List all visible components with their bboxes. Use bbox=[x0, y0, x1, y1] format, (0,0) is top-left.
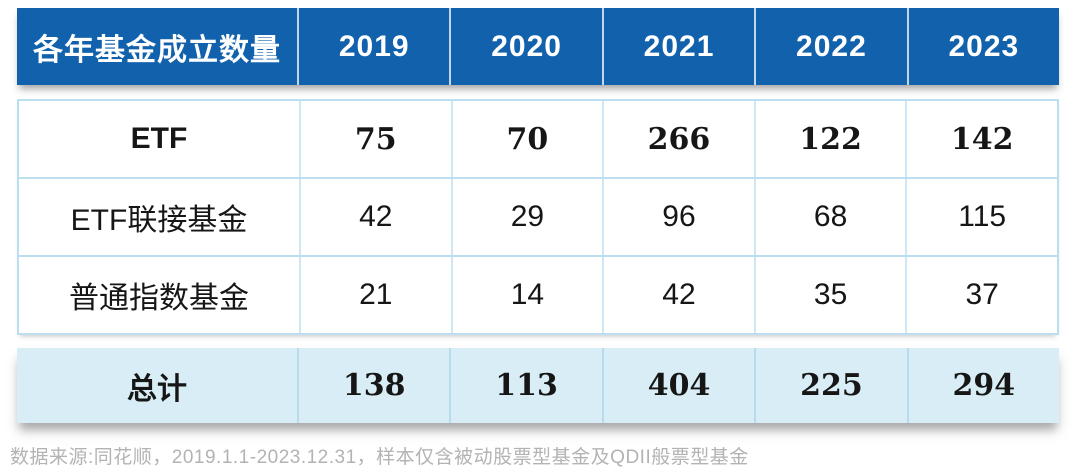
total-cell: 225 bbox=[754, 348, 906, 423]
column-header-2023: 2023 bbox=[906, 8, 1059, 85]
table-cell: 96 bbox=[602, 179, 754, 255]
table-row-ordinary-index: 普通指数基金 21 14 42 35 37 bbox=[19, 255, 1057, 333]
table-cell: 42 bbox=[602, 257, 754, 333]
table-cell: 115 bbox=[905, 179, 1057, 255]
total-cell: 138 bbox=[297, 348, 449, 423]
table-cell: 142 bbox=[905, 101, 1057, 177]
table-cell: 14 bbox=[450, 257, 603, 333]
total-label: 总计 bbox=[127, 372, 187, 406]
row-label: 普通指数基金 bbox=[69, 282, 249, 315]
total-cell: 404 bbox=[601, 348, 754, 423]
table-row-etf: ETF 75 70 266 122 142 bbox=[19, 101, 1057, 177]
table-cell: 35 bbox=[753, 257, 906, 333]
column-header-2022: 2022 bbox=[754, 8, 906, 85]
table-row-total: 总计 138 113 404 225 294 bbox=[17, 348, 1059, 423]
table-cell: 70 bbox=[450, 101, 603, 177]
table-header-row: 各年基金成立数量 2019 2020 2021 2022 2023 bbox=[17, 8, 1059, 85]
table-cell: 21 bbox=[299, 257, 451, 333]
row-label: ETF联接基金 bbox=[70, 204, 248, 237]
table-title: 各年基金成立数量 bbox=[33, 33, 281, 67]
column-header-2019: 2019 bbox=[297, 8, 449, 85]
table-row-etf-feeder: ETF联接基金 42 29 96 68 115 bbox=[19, 177, 1057, 255]
table-cell: 29 bbox=[450, 179, 603, 255]
table-cell: 122 bbox=[753, 101, 906, 177]
total-cell: 294 bbox=[906, 348, 1059, 423]
table-body: ETF 75 70 266 122 142 ETF联接基金 42 29 96 6… bbox=[17, 99, 1059, 335]
table-cell: 266 bbox=[602, 101, 754, 177]
table-cell: 37 bbox=[905, 257, 1057, 333]
column-header-2020: 2020 bbox=[449, 8, 601, 85]
table-cell: 42 bbox=[299, 179, 451, 255]
total-cell: 113 bbox=[449, 348, 601, 423]
column-header-2021: 2021 bbox=[601, 8, 754, 85]
table-cell: 68 bbox=[753, 179, 906, 255]
table-cell: 75 bbox=[299, 101, 451, 177]
row-label: ETF bbox=[130, 122, 188, 155]
data-source-note: 数据来源:同花顺，2019.1.1-2023.12.31，样本仅含被动股票型基金… bbox=[10, 447, 749, 468]
